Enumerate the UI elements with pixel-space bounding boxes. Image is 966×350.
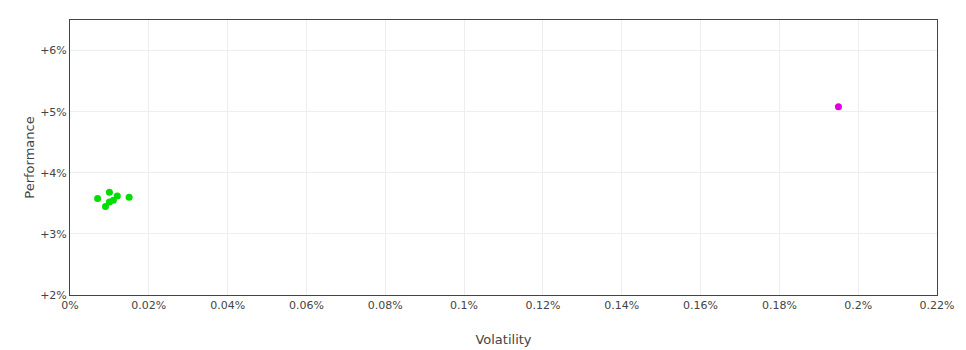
svg-text:0.06%: 0.06%	[289, 299, 324, 312]
svg-text:0.18%: 0.18%	[762, 299, 797, 312]
svg-text:0.12%: 0.12%	[525, 299, 560, 312]
svg-text:+2%: +2%	[40, 289, 67, 302]
svg-text:0%: 0%	[61, 299, 78, 312]
svg-text:0.2%: 0.2%	[844, 299, 872, 312]
svg-text:0.14%: 0.14%	[604, 299, 639, 312]
svg-text:0.16%: 0.16%	[683, 299, 718, 312]
svg-text:0.22%: 0.22%	[920, 299, 955, 312]
svg-text:0.1%: 0.1%	[450, 299, 478, 312]
svg-text:Volatility: Volatility	[475, 332, 531, 347]
svg-text:+3%: +3%	[40, 228, 67, 241]
svg-text:+6%: +6%	[40, 44, 67, 57]
svg-text:+4%: +4%	[40, 167, 67, 180]
svg-text:Performance: Performance	[22, 116, 37, 198]
svg-text:0.02%: 0.02%	[131, 299, 166, 312]
svg-text:+5%: +5%	[40, 106, 67, 119]
svg-text:0.04%: 0.04%	[210, 299, 245, 312]
svg-text:0.08%: 0.08%	[368, 299, 403, 312]
